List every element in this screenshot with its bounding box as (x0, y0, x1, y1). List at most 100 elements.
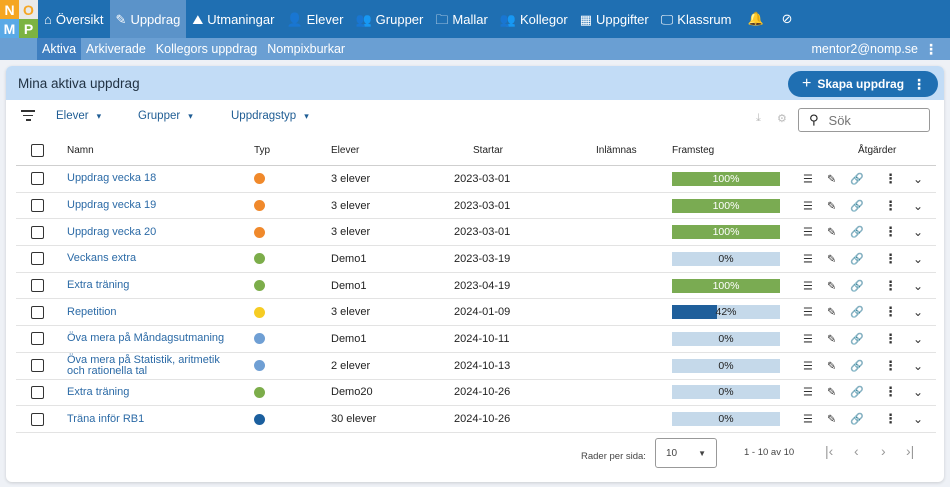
assignment-name-link[interactable]: Uppdrag vecka 19 (67, 199, 157, 212)
expand-chevron-icon[interactable]: ⌄ (913, 305, 924, 320)
nav-item-0[interactable]: ⌂ Översikt (38, 0, 110, 38)
expand-chevron-icon[interactable]: ⌄ (913, 358, 924, 373)
table-row[interactable]: Träna inför RB1 30 elever 2024-10-26 0% ☰ ✎ 🔗 ⋮… (16, 406, 936, 433)
table-row[interactable]: Uppdrag vecka 18 3 elever 2023-03-01 100% ☰ ✎… (16, 166, 936, 193)
row-checkbox[interactable] (31, 305, 44, 319)
table-row[interactable]: Öva mera på Måndagsutmaning Demo1 2024-10-… (16, 326, 936, 353)
statistics-icon[interactable]: ☰ (803, 360, 813, 373)
nav-item-3[interactable]: 👤 Elever (280, 0, 349, 38)
expand-chevron-icon[interactable]: ⌄ (913, 251, 924, 266)
edit-icon[interactable]: ✎ (827, 173, 837, 186)
students-filter-dropdown[interactable]: Elever ▾ (56, 110, 101, 122)
edit-icon[interactable]: ✎ (827, 413, 837, 426)
more-vert-icon[interactable]: ⋮ (884, 304, 897, 320)
link-icon[interactable]: 🔗 (850, 360, 864, 373)
link-icon[interactable]: 🔗 (850, 200, 864, 213)
subnav-nompixburkar[interactable]: Nompixburkar (267, 42, 346, 56)
subnav-active[interactable]: Aktiva (37, 38, 82, 60)
link-icon[interactable]: 🔗 (850, 333, 864, 346)
row-checkbox[interactable] (31, 279, 44, 293)
more-vert-icon[interactable]: ⋮ (884, 197, 897, 213)
expand-chevron-icon[interactable]: ⌄ (913, 412, 924, 427)
statistics-icon[interactable]: ☰ (803, 253, 813, 266)
statistics-icon[interactable]: ☰ (803, 200, 813, 213)
download-icon[interactable]: ⤓ (756, 112, 761, 124)
edit-icon[interactable]: ✎ (827, 386, 837, 399)
statistics-icon[interactable]: ☰ (803, 306, 813, 319)
more-vert-icon[interactable]: ⋮ (884, 357, 897, 373)
row-checkbox[interactable] (31, 252, 44, 266)
visibility-off-icon[interactable]: ⊘ (781, 11, 793, 26)
more-vert-icon[interactable]: ⋮ (884, 224, 897, 240)
table-row[interactable]: Extra träning Demo1 2023-04-19 100% ☰ ✎ 🔗 ⋮ ⌄ (16, 273, 936, 300)
link-icon[interactable]: 🔗 (850, 386, 864, 399)
expand-chevron-icon[interactable]: ⌄ (913, 385, 924, 400)
link-icon[interactable]: 🔗 (850, 173, 864, 186)
column-header-submit[interactable]: Inlämnas (596, 145, 637, 156)
notifications-bell-icon[interactable]: 🔔 (747, 11, 764, 26)
table-row[interactable]: Uppdrag vecka 19 3 elever 2023-03-01 100% ☰ ✎… (16, 193, 936, 220)
statistics-icon[interactable]: ☰ (803, 226, 813, 239)
assignment-name-link[interactable]: Repetition (67, 305, 117, 318)
row-checkbox[interactable] (31, 225, 44, 239)
row-checkbox[interactable] (31, 412, 44, 426)
create-assignment-button[interactable]: + Skapa uppdrag ⋮ (788, 71, 938, 97)
table-row[interactable]: Repetition 3 elever 2024-01-09 42% ☰ ✎ 🔗 ⋮ ⌄ (16, 299, 936, 327)
column-header-name[interactable]: Namn (67, 145, 94, 156)
assignment-name-link[interactable]: Öva mera på Måndagsutmaning (67, 332, 225, 345)
next-page-icon[interactable]: › (881, 443, 886, 459)
more-vert-icon[interactable]: ⋮ (884, 170, 897, 186)
column-header-progress[interactable]: Framsteg (672, 145, 715, 156)
subnav-archived[interactable]: Arkiverade (86, 42, 146, 56)
previous-page-icon[interactable]: ‹ (854, 443, 859, 459)
settings-gear-icon[interactable]: ⚙ (777, 113, 787, 125)
user-email[interactable]: mentor2@nomp.se (811, 42, 919, 56)
nav-item-4[interactable]: 👥 Grupper (349, 0, 429, 38)
subnav-colleagues-assignments[interactable]: Kollegors uppdrag (155, 42, 258, 56)
edit-icon[interactable]: ✎ (827, 306, 837, 319)
more-vert-icon[interactable]: ⋮ (912, 75, 926, 92)
expand-chevron-icon[interactable]: ⌄ (913, 198, 924, 213)
link-icon[interactable]: 🔗 (850, 413, 864, 426)
statistics-icon[interactable]: ☰ (803, 386, 813, 399)
table-row[interactable]: Uppdrag vecka 20 3 elever 2023-03-01 100% ☰ ✎… (16, 219, 936, 247)
assignment-name-link[interactable]: Veckans extra (67, 252, 137, 265)
row-checkbox[interactable] (31, 172, 44, 186)
expand-chevron-icon[interactable]: ⌄ (913, 278, 924, 293)
more-vert-icon[interactable]: ⋮ (884, 330, 897, 346)
link-icon[interactable]: 🔗 (850, 280, 864, 293)
nav-item-1[interactable]: ✎ Uppdrag (109, 0, 187, 38)
edit-icon[interactable]: ✎ (827, 200, 837, 213)
link-icon[interactable]: 🔗 (850, 306, 864, 319)
edit-icon[interactable]: ✎ (827, 253, 837, 266)
user-more-icon[interactable]: ⋮ (924, 40, 938, 57)
more-vert-icon[interactable]: ⋮ (884, 277, 897, 293)
statistics-icon[interactable]: ☰ (803, 333, 813, 346)
assignment-name-link[interactable]: Träna inför RB1 (67, 412, 145, 425)
rows-per-page-select[interactable]: 10 ▼ (655, 438, 717, 468)
groups-filter-dropdown[interactable]: Grupper ▾ (138, 110, 193, 122)
table-row[interactable]: Öva mera på Statistik, aritmetik och rat… (16, 353, 936, 380)
assignment-name-link[interactable]: Öva mera på Statistik, aritmetik och rat… (67, 353, 220, 377)
row-checkbox[interactable] (31, 199, 44, 213)
nav-item-8[interactable]: 🖵 Klassrum (655, 0, 738, 38)
row-checkbox[interactable] (31, 359, 44, 373)
link-icon[interactable]: 🔗 (850, 226, 864, 239)
filter-list-icon[interactable] (20, 110, 36, 124)
edit-icon[interactable]: ✎ (827, 280, 837, 293)
table-row[interactable]: Extra träning Demo20 2024-10-26 0% ☰ ✎ 🔗 ⋮ ⌄ (16, 380, 936, 407)
column-header-start[interactable]: Startar (473, 145, 504, 156)
assignment-name-link[interactable]: Uppdrag vecka 20 (67, 225, 157, 238)
nav-item-6[interactable]: 👥 Kollegor (494, 0, 574, 38)
last-page-icon[interactable]: ›| (906, 443, 915, 459)
link-icon[interactable]: 🔗 (850, 253, 864, 266)
edit-icon[interactable]: ✎ (827, 333, 837, 346)
statistics-icon[interactable]: ☰ (803, 280, 813, 293)
nav-item-2[interactable]: ⛰ Utmaningar (186, 0, 280, 38)
expand-chevron-icon[interactable]: ⌄ (913, 225, 924, 240)
nav-item-5[interactable]: 🗀 Mallar (429, 0, 493, 38)
assignment-name-link[interactable]: Uppdrag vecka 18 (67, 172, 157, 185)
search-input[interactable] (828, 112, 909, 128)
edit-icon[interactable]: ✎ (827, 226, 837, 239)
type-filter-dropdown[interactable]: Uppdragstyp ▾ (231, 110, 309, 122)
